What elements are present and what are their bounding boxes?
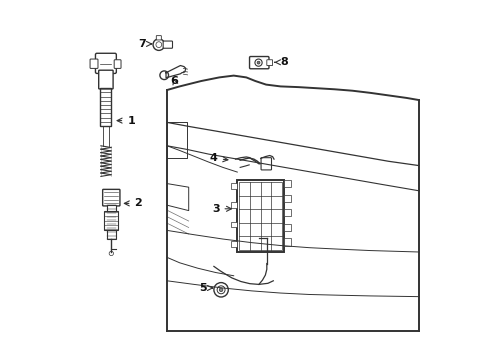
Bar (284, 238, 290, 246)
Text: 8: 8 (274, 57, 287, 67)
Text: 6: 6 (170, 76, 178, 86)
Bar (101, 88, 111, 126)
FancyBboxPatch shape (249, 57, 268, 69)
Bar (230, 222, 237, 228)
Text: 7: 7 (138, 39, 151, 49)
Bar (284, 194, 290, 202)
Bar (237, 180, 284, 252)
Bar (284, 224, 290, 231)
Circle shape (160, 71, 168, 80)
FancyBboxPatch shape (266, 60, 272, 66)
Bar (284, 180, 290, 187)
Bar (230, 241, 237, 247)
Circle shape (213, 283, 228, 297)
Text: 4: 4 (209, 153, 227, 163)
FancyBboxPatch shape (95, 53, 116, 73)
FancyBboxPatch shape (156, 36, 161, 40)
Bar (230, 202, 237, 208)
FancyBboxPatch shape (102, 189, 120, 206)
Circle shape (257, 61, 260, 64)
Circle shape (153, 39, 164, 50)
Circle shape (217, 286, 224, 294)
Circle shape (254, 59, 262, 66)
Text: 3: 3 (211, 204, 231, 214)
Circle shape (156, 42, 162, 48)
FancyBboxPatch shape (90, 59, 98, 68)
FancyBboxPatch shape (99, 70, 113, 89)
Circle shape (219, 288, 223, 292)
Text: 5: 5 (199, 283, 212, 293)
FancyBboxPatch shape (261, 158, 271, 170)
Circle shape (109, 251, 113, 256)
Text: 1: 1 (117, 116, 135, 126)
Bar (104, 211, 118, 230)
FancyBboxPatch shape (163, 41, 172, 48)
FancyBboxPatch shape (114, 60, 121, 68)
Text: 2: 2 (124, 198, 142, 208)
Bar (230, 183, 237, 189)
Bar (239, 182, 282, 250)
Bar (284, 209, 290, 216)
Bar (106, 205, 116, 239)
